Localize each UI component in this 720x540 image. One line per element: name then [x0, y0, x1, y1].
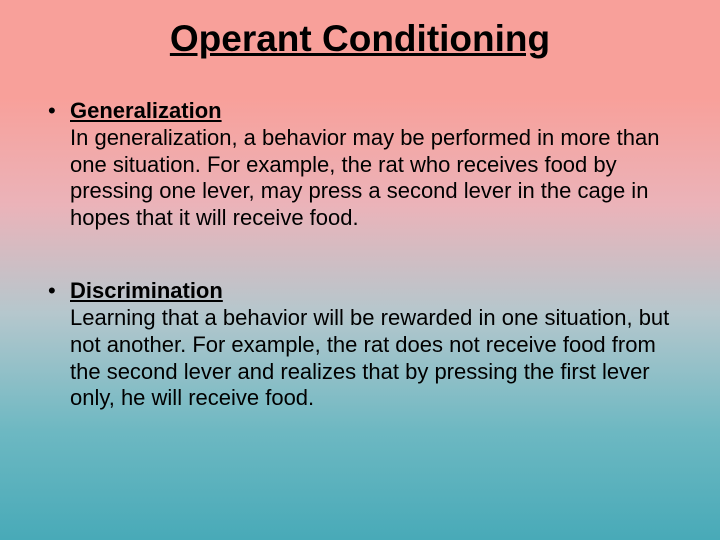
list-item: Generalization In generalization, a beha… — [70, 98, 684, 232]
bullet-description: In generalization, a behavior may be per… — [70, 125, 684, 232]
slide: Operant Conditioning Generalization In g… — [0, 0, 720, 540]
list-item: Discrimination Learning that a behavior … — [70, 278, 684, 412]
bullet-description: Learning that a behavior will be rewarde… — [70, 305, 684, 412]
slide-title: Operant Conditioning — [36, 18, 684, 60]
bullet-list: Generalization In generalization, a beha… — [36, 98, 684, 412]
bullet-term: Discrimination — [70, 278, 223, 303]
bullet-term: Generalization — [70, 98, 222, 123]
